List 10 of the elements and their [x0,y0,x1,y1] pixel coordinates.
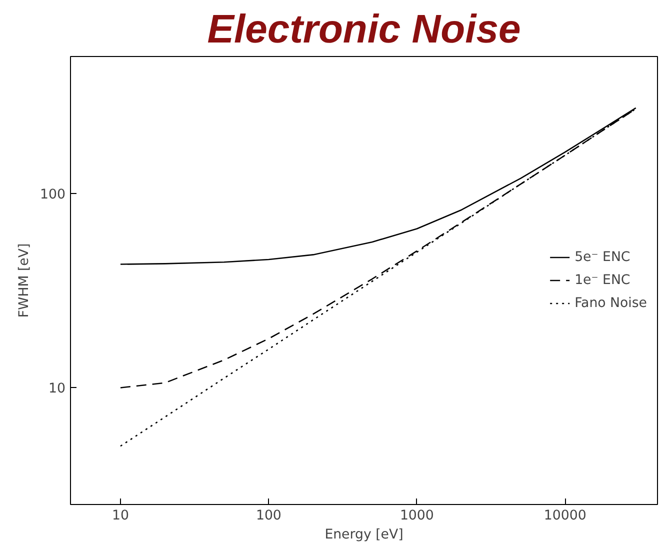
x-tick-label: 1000 [400,508,434,524]
x-tick-label: 10 [112,508,129,524]
legend-label: 5e⁻ ENC [574,250,630,264]
chart-title: Electronic Noise [207,8,521,52]
y-axis-title: FWHM [eV] [17,243,32,318]
x-axis-title: Energy [eV] [324,528,404,542]
legend-label: 1e⁻ ENC [574,272,630,288]
legend-label: Fano Noise [574,296,647,310]
x-tick-label: 10000 [544,508,586,524]
x-tick-label: 100 [256,508,282,524]
